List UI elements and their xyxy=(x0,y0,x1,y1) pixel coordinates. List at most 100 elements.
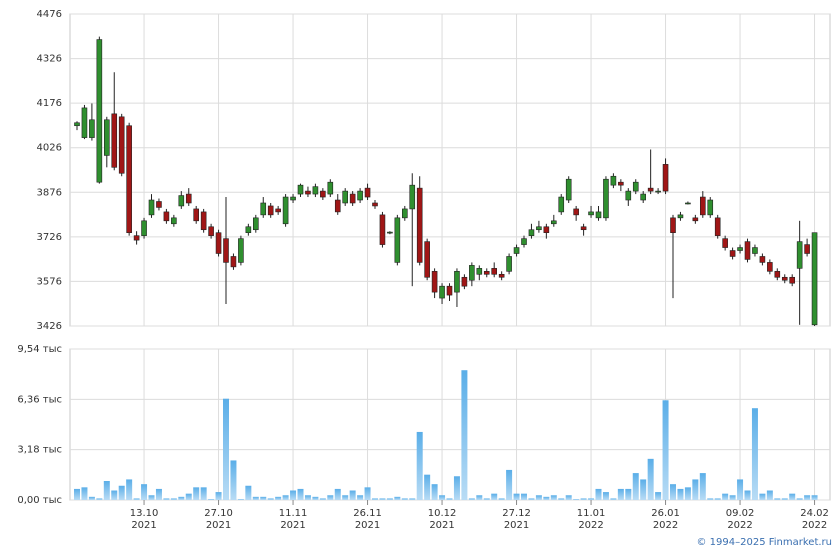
candle-body xyxy=(208,226,214,236)
candle-body xyxy=(163,211,170,222)
candle-body xyxy=(729,250,736,257)
candle-body xyxy=(565,178,572,201)
candle-body xyxy=(401,208,408,219)
candle-body xyxy=(603,178,609,219)
volume-bar xyxy=(766,490,773,500)
volume-bar xyxy=(133,498,140,500)
x-tick-label: 2022 xyxy=(578,520,603,531)
volume-bar xyxy=(699,473,706,500)
candle-body xyxy=(692,217,699,222)
volume-bar xyxy=(528,498,535,500)
volume-bar xyxy=(796,498,803,500)
volume-bar xyxy=(327,495,334,500)
volume-bar xyxy=(729,495,736,500)
volume-bar xyxy=(297,488,304,500)
candle-body xyxy=(372,202,378,207)
candle-body xyxy=(454,271,460,293)
candle-body xyxy=(446,285,453,296)
volume-bar xyxy=(431,484,438,500)
x-tick-label: 26.11 xyxy=(353,508,382,519)
candle-body xyxy=(305,190,311,195)
volume-bar xyxy=(744,490,751,500)
candle-body xyxy=(707,199,714,216)
candle-body xyxy=(290,196,296,201)
volume-bar xyxy=(535,495,542,500)
volume-bar xyxy=(655,492,662,500)
candle-body xyxy=(185,193,192,204)
volume-bar xyxy=(185,493,192,500)
volume-bar xyxy=(811,495,818,500)
candle-body xyxy=(528,229,535,236)
candle-body xyxy=(439,285,445,299)
volume-bar xyxy=(714,498,721,500)
volume-bar xyxy=(275,496,282,500)
volume-bar xyxy=(573,499,580,500)
candle-body xyxy=(96,39,103,183)
candle-body xyxy=(774,271,781,278)
volume-bar xyxy=(558,498,565,500)
volume-bar xyxy=(610,498,617,500)
candle-body xyxy=(327,181,334,195)
candle-body xyxy=(744,241,751,260)
candle-body xyxy=(610,175,617,186)
y-tick-label: 3576 xyxy=(37,276,62,287)
y-tick-label: 3726 xyxy=(37,232,62,243)
candle-body xyxy=(104,119,110,156)
volume-bar xyxy=(446,498,453,500)
volume-bar xyxy=(804,495,811,500)
candle-body xyxy=(349,193,356,204)
volume-bar xyxy=(357,495,364,500)
volume-bar xyxy=(565,495,572,500)
y-tick-label: 4476 xyxy=(37,9,62,20)
volume-bar xyxy=(96,498,103,500)
volume-bar xyxy=(476,495,483,500)
volume-bar xyxy=(170,498,177,500)
volume-bar xyxy=(386,498,393,500)
candle-body xyxy=(655,190,661,193)
volume-bar xyxy=(751,408,758,500)
price-frame xyxy=(69,13,831,327)
y-tick-label: 0,00 тыс xyxy=(17,495,62,506)
volume-bar xyxy=(424,474,431,500)
candle-body xyxy=(394,217,401,263)
x-tick-label: 13.10 xyxy=(130,508,159,519)
volume-bar xyxy=(550,495,557,500)
candle-body xyxy=(670,217,676,233)
x-tick-label: 2021 xyxy=(206,520,231,531)
candle-body xyxy=(275,208,281,213)
x-tick-label: 11.01 xyxy=(577,508,606,519)
candle-body xyxy=(282,196,289,225)
candle-body xyxy=(409,184,416,210)
candle-body xyxy=(640,193,647,201)
candle-body xyxy=(677,214,684,219)
volume-bar xyxy=(513,493,520,500)
volume-bar xyxy=(290,490,297,500)
volume-bar xyxy=(394,496,401,500)
volume-bar xyxy=(237,499,244,500)
volume-bar xyxy=(155,488,162,500)
y-tick-label: 4026 xyxy=(37,143,62,154)
volume-bar xyxy=(789,493,796,500)
candle-body xyxy=(759,256,766,263)
volume-bar xyxy=(416,431,423,500)
candle-body xyxy=(178,195,185,207)
volume-bar xyxy=(722,493,729,500)
volume-bar xyxy=(595,488,602,500)
candle-body xyxy=(714,217,721,236)
copyright-link[interactable]: © 1994–2025 Finmarket.ru xyxy=(696,537,832,548)
volume-bar xyxy=(223,398,229,500)
volume-bar xyxy=(148,495,155,500)
volume-bar xyxy=(245,485,252,500)
candle-body xyxy=(245,226,252,233)
volume-bar xyxy=(491,493,498,500)
volume-bar xyxy=(640,479,647,500)
candle-body xyxy=(230,256,237,268)
candle-body xyxy=(536,226,542,231)
candle-body xyxy=(320,190,326,198)
volume-bar xyxy=(267,498,274,500)
volume-bar xyxy=(364,487,371,500)
candle-body xyxy=(469,265,475,281)
candle-body xyxy=(156,201,162,208)
volume-bar xyxy=(379,498,386,500)
volume-bar xyxy=(141,484,148,500)
